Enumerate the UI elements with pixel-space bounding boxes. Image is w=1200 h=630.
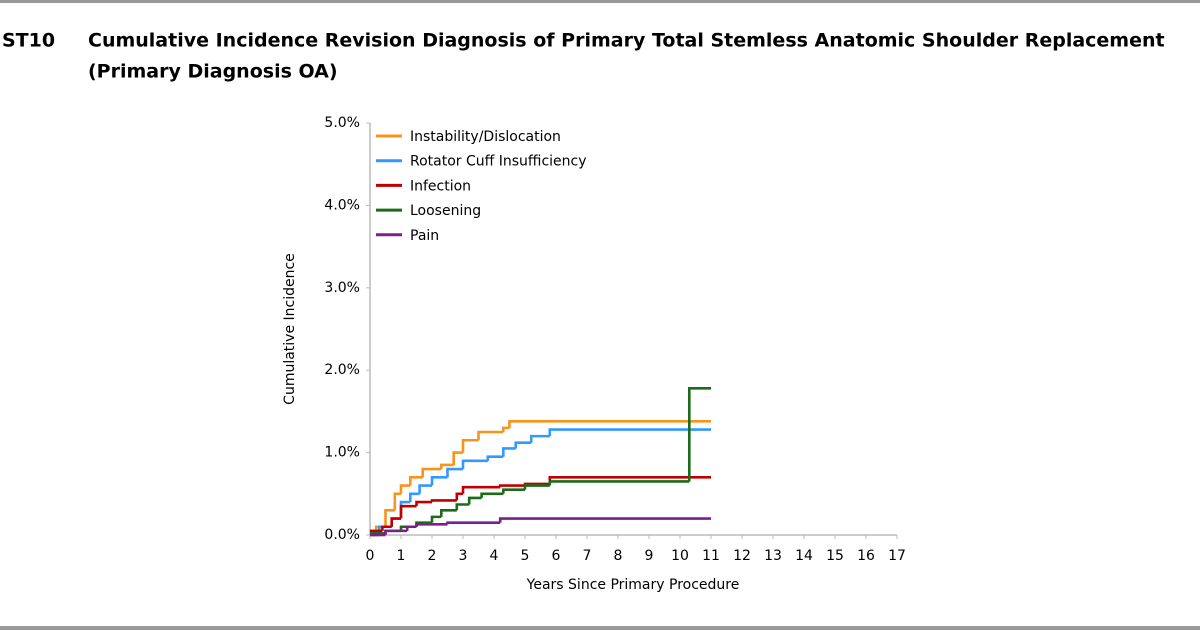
bottom-border: [0, 626, 1200, 630]
step-segment: [381, 525, 392, 531]
step-segment: [455, 503, 470, 511]
y-tick-label: 2.0%: [324, 362, 360, 378]
step-segment: [399, 484, 411, 494]
step-segment: [430, 476, 448, 486]
x-tick-label: 8: [614, 548, 623, 564]
x-tick-label: 7: [583, 548, 592, 564]
step-segment: [446, 467, 463, 478]
step-segment: [452, 451, 463, 465]
step-segment: [508, 419, 711, 428]
step-segment: [461, 485, 501, 494]
x-tick-label: 16: [857, 548, 875, 564]
x-tick-label: 2: [428, 548, 437, 564]
step-segment: [461, 459, 488, 470]
step-segment: [688, 387, 711, 482]
step-segment: [390, 517, 401, 527]
x-tick-label: 9: [645, 548, 654, 564]
step-segment: [440, 508, 457, 517]
step-segment: [415, 522, 448, 527]
step-segment: [529, 434, 550, 443]
step-segment: [440, 463, 454, 470]
x-tick-label: 14: [795, 548, 813, 564]
chart-subtitle: (Primary Diagnosis OA): [88, 61, 338, 83]
step-segment: [409, 476, 423, 486]
x-tick-label: 3: [459, 548, 468, 564]
legend-label: Instability/Dislocation: [410, 129, 561, 145]
x-tick-label: 17: [888, 548, 906, 564]
x-tick-label: 1: [397, 548, 406, 564]
step-segment: [461, 438, 479, 453]
x-tick-label: 15: [826, 548, 844, 564]
y-tick-label: 1.0%: [324, 445, 360, 461]
step-segment: [480, 492, 504, 498]
y-axis-label: Cumulative Incidence: [282, 253, 298, 405]
step-segment: [477, 430, 504, 441]
step-segment: [455, 492, 463, 501]
y-tick-label: 5.0%: [324, 115, 360, 131]
x-tick-label: 0: [366, 548, 375, 564]
x-tick-label: 5: [521, 548, 530, 564]
step-segment: [523, 484, 550, 490]
step-segment: [548, 428, 711, 437]
step-segment: [430, 499, 457, 503]
step-segment: [415, 500, 432, 507]
step-segment: [421, 467, 442, 478]
x-tick-label: 12: [733, 548, 751, 564]
step-segment: [418, 484, 432, 494]
legend-label: Pain: [410, 228, 439, 244]
step-segment: [502, 447, 516, 457]
x-axis-label: Years Since Primary Procedure: [526, 577, 740, 593]
step-segment: [514, 441, 532, 449]
top-border: [0, 0, 1200, 3]
step-segment: [405, 525, 417, 531]
step-segment: [502, 426, 510, 432]
step-segment: [430, 515, 442, 523]
step-segment: [498, 484, 525, 488]
step-segment: [498, 517, 711, 523]
y-tick-label: 3.0%: [324, 280, 360, 296]
x-tick-label: 4: [490, 548, 499, 564]
chart-title: Cumulative Incidence Revision Diagnosis …: [88, 30, 1165, 52]
table-label: ST10: [2, 30, 55, 52]
y-tick-label: 0.0%: [324, 527, 360, 543]
step-segment: [384, 529, 408, 535]
step-segment: [399, 500, 411, 519]
step-segment: [399, 504, 417, 519]
x-tick-label: 10: [671, 548, 689, 564]
x-tick-label: 11: [702, 548, 720, 564]
step-segment: [467, 496, 482, 505]
legend-label: Rotator Cuff Insufficiency: [410, 154, 587, 170]
step-segment: [486, 455, 504, 461]
x-tick-label: 13: [764, 548, 782, 564]
step-segment: [548, 480, 690, 486]
step-segment: [502, 488, 525, 494]
step-segment: [393, 492, 401, 511]
step-segment: [384, 508, 395, 527]
legend-label: Infection: [410, 178, 471, 194]
x-tick-label: 6: [552, 548, 561, 564]
legend-label: Loosening: [410, 203, 481, 219]
y-tick-label: 4.0%: [324, 197, 360, 213]
step-segment: [409, 492, 420, 503]
step-segment: [446, 521, 501, 525]
